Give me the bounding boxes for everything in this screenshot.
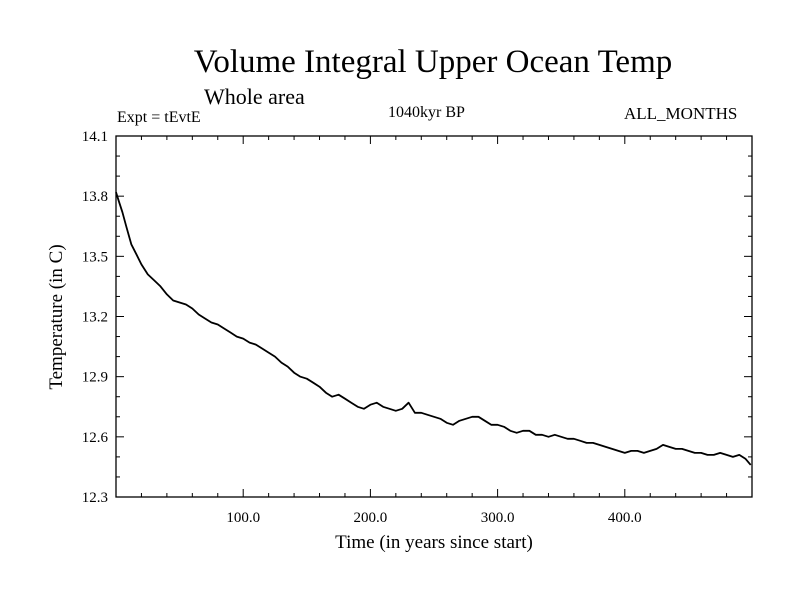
months-label: ALL_MONTHS [624,104,738,123]
y-tick-label: 13.2 [82,310,108,326]
plot-frame [115,135,753,498]
y-tick-label: 13.5 [82,249,108,265]
experiment-label: Expt = tEvtE [117,109,201,126]
y-tick-label: 12.6 [82,430,109,446]
series-line-temperature [115,191,752,466]
x-tick-labels: 100.0 200.0 300.0 400.0 [226,510,641,526]
x-tick-label: 300.0 [481,510,515,526]
x-tick-label: 100.0 [226,510,260,526]
x-axis-label: Time (in years since start) [335,532,533,553]
chart-subtitle: Whole area [204,84,305,109]
x-tick-label: 400.0 [608,510,642,526]
y-tick-label: 12.3 [82,490,108,506]
y-tick-labels: 12.3 12.6 12.9 13.2 13.5 13.8 14.1 [82,129,109,506]
y-tick-label: 13.8 [82,189,108,205]
axis-ticks [116,136,752,497]
y-axis-label: Temperature (in C) [46,244,67,389]
y-tick-label: 12.9 [82,370,108,386]
x-tick-label: 200.0 [354,510,388,526]
chart-title: Volume Integral Upper Ocean Temp [193,44,673,80]
y-tick-label: 14.1 [82,129,108,145]
period-label: 1040kyr BP [388,104,465,121]
